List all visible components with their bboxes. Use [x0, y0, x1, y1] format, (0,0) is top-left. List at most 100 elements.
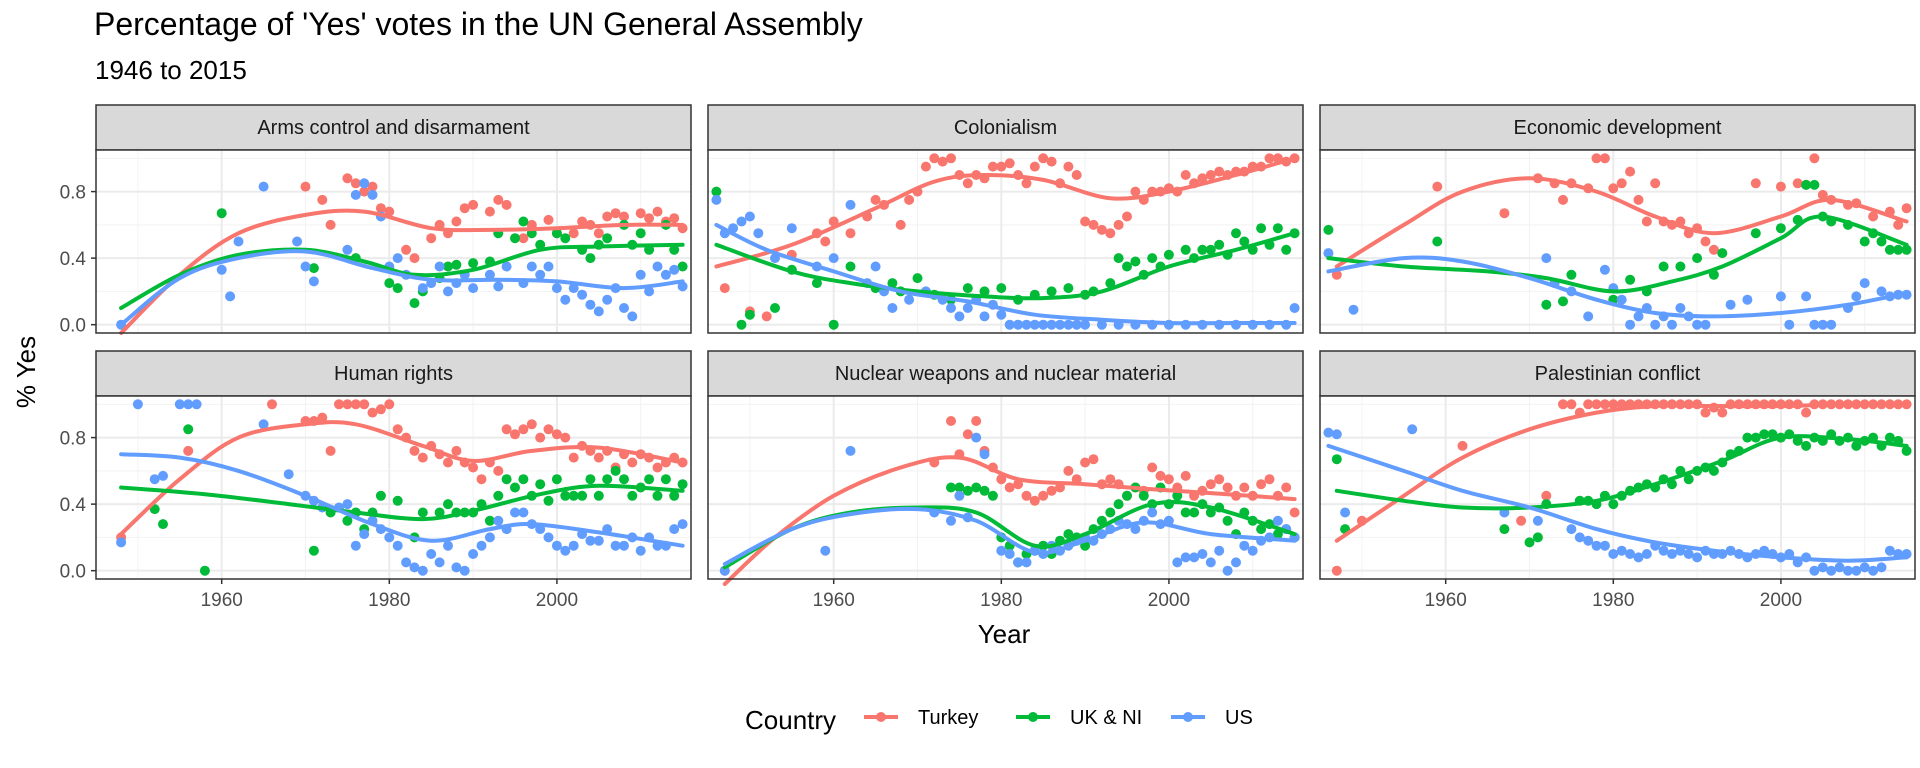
data-point-uk-and-ni	[593, 490, 604, 501]
data-point-us	[996, 309, 1007, 320]
data-point-us	[711, 194, 722, 205]
series-turkey	[300, 173, 688, 264]
data-point-turkey	[577, 216, 588, 227]
data-point-turkey	[543, 424, 554, 435]
data-point-uk-and-ni	[1667, 479, 1677, 490]
data-point-us	[1147, 507, 1158, 518]
data-point-uk-and-ni	[1222, 515, 1233, 526]
data-point-uk-and-ni	[1122, 490, 1132, 501]
data-point-uk-and-ni	[1792, 435, 1803, 446]
data-point-turkey	[1222, 482, 1233, 493]
data-point-turkey	[1088, 219, 1099, 230]
data-point-uk-and-ni	[610, 465, 621, 476]
data-point-turkey	[1516, 515, 1527, 526]
data-point-uk-and-ni	[484, 515, 495, 526]
data-point-us	[409, 562, 420, 573]
data-point-turkey	[375, 404, 386, 415]
data-point-uk-and-ni	[1163, 249, 1174, 260]
data-point-uk-and-ni	[551, 474, 562, 485]
data-point-us	[1013, 557, 1024, 568]
data-point-turkey	[761, 311, 772, 322]
data-point-uk-and-ni	[1566, 269, 1577, 280]
data-point-uk-and-ni	[535, 239, 546, 250]
data-point-uk-and-ni	[744, 309, 755, 320]
data-point-turkey	[1063, 161, 1074, 172]
data-point-us	[158, 470, 168, 481]
data-point-uk-and-ni	[434, 507, 445, 518]
data-point-uk-and-ni	[962, 283, 973, 294]
data-point-uk-and-ni	[1717, 248, 1728, 259]
data-point-us	[1692, 319, 1703, 330]
data-point-turkey	[317, 412, 328, 423]
data-point-turkey	[417, 452, 428, 463]
data-point-us	[1851, 565, 1862, 576]
data-point-uk-and-ni	[1113, 499, 1124, 510]
strip-label: Arms control and disarmament	[257, 117, 530, 139]
series-us	[116, 178, 688, 330]
data-point-turkey	[652, 462, 663, 473]
data-point-uk-and-ni	[1801, 440, 1812, 451]
data-point-turkey	[1708, 244, 1719, 255]
data-point-us	[384, 532, 395, 543]
data-point-us	[1809, 565, 1820, 576]
data-point-turkey	[501, 199, 512, 210]
data-point-us	[1340, 507, 1351, 518]
data-point-us	[971, 432, 982, 443]
data-point-uk-and-ni	[1432, 236, 1443, 247]
data-point-us	[954, 490, 965, 501]
data-point-us	[1566, 524, 1577, 535]
data-point-turkey	[560, 432, 571, 443]
data-point-turkey	[1633, 194, 1644, 205]
legend-label: Turkey	[918, 707, 978, 729]
data-point-uk-and-ni	[342, 515, 353, 526]
data-point-turkey	[1599, 399, 1610, 410]
data-point-us	[426, 549, 437, 559]
facet-panel-arms-control-and-disarmament: Arms control and disarmament 0.0 0.4 0.8	[60, 104, 692, 337]
y-tick-label: 0.0	[60, 316, 86, 337]
data-point-us	[1784, 319, 1795, 330]
data-point-turkey	[870, 194, 881, 205]
data-point-us	[1096, 319, 1107, 330]
data-point-us	[292, 236, 303, 247]
data-point-turkey	[1893, 219, 1904, 230]
data-point-uk-and-ni	[1558, 296, 1568, 307]
data-point-uk-and-ni	[1105, 507, 1116, 518]
legend-item-us: US	[1171, 707, 1253, 729]
data-point-us	[1675, 303, 1686, 313]
data-point-turkey	[367, 181, 378, 192]
data-point-us	[359, 178, 370, 189]
data-point-turkey	[468, 199, 479, 210]
data-point-uk-and-ni	[1809, 179, 1820, 190]
data-point-uk-and-ni	[375, 490, 386, 501]
data-point-us	[1239, 540, 1250, 551]
data-point-uk-and-ni	[585, 253, 596, 264]
data-point-turkey	[1029, 495, 1040, 506]
data-point-us	[493, 515, 504, 526]
data-point-turkey	[1239, 482, 1250, 493]
data-point-uk-and-ni	[1046, 286, 1057, 297]
data-point-turkey	[1499, 208, 1510, 219]
data-point-us	[602, 294, 613, 305]
data-point-us	[1055, 319, 1065, 330]
data-point-uk-and-ni	[1901, 244, 1912, 255]
data-point-us	[1817, 319, 1828, 330]
data-point-turkey	[1591, 153, 1602, 164]
data-point-us	[535, 269, 546, 280]
data-point-us	[526, 261, 537, 272]
data-point-turkey	[1901, 203, 1912, 214]
data-point-us	[677, 281, 688, 292]
data-point-us	[1021, 319, 1032, 330]
data-point-us	[543, 261, 554, 272]
data-point-us	[1859, 562, 1870, 573]
data-point-uk-and-ni	[1239, 236, 1250, 247]
data-point-us	[736, 216, 747, 227]
data-point-turkey	[1214, 166, 1225, 177]
data-point-us	[1826, 319, 1837, 330]
data-point-us	[551, 540, 562, 551]
data-point-uk-and-ni	[677, 479, 688, 490]
data-point-us	[518, 507, 529, 518]
data-point-uk-and-ni	[1113, 253, 1124, 264]
data-point-turkey	[962, 178, 973, 189]
data-point-turkey	[1566, 399, 1577, 410]
data-point-us	[635, 269, 646, 280]
